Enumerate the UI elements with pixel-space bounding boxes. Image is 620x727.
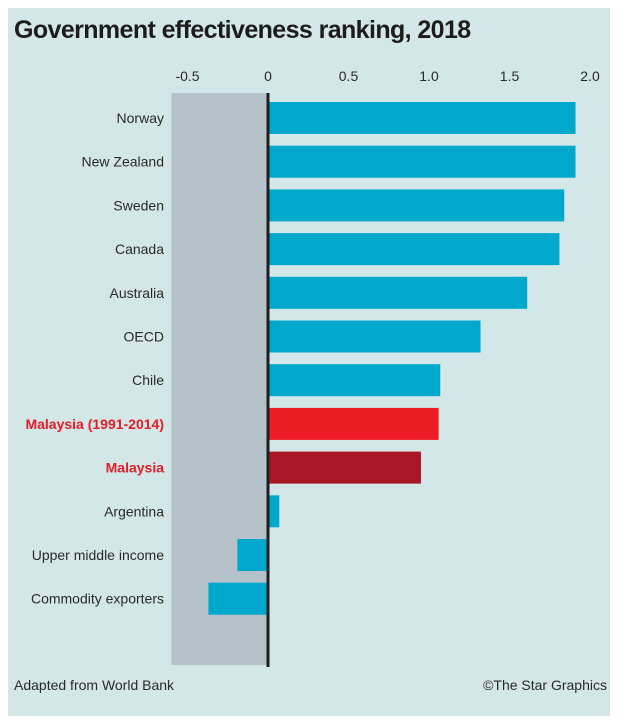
bar-sweden	[268, 189, 565, 222]
bar-chile	[268, 364, 441, 397]
bar-malaysia-1991-2014	[268, 407, 439, 440]
category-label: Malaysia	[106, 460, 165, 476]
bar-commodity-exporters	[208, 582, 268, 615]
category-label: Chile	[132, 372, 164, 388]
category-label: Australia	[110, 285, 165, 301]
bar-new-zealand	[268, 145, 576, 178]
bar-oecd	[268, 320, 481, 353]
x-tick-label: 1.0	[419, 68, 439, 84]
x-tick-label: 1.5	[500, 68, 520, 84]
source-note: Adapted from World Bank	[14, 677, 175, 693]
chart-title: Government effectiveness ranking, 2018	[14, 16, 471, 44]
category-label: Malaysia (1991-2014)	[25, 416, 164, 432]
category-label: Argentina	[104, 503, 164, 519]
zero-axis-line	[266, 93, 270, 667]
negative-region	[171, 93, 268, 665]
category-label: Canada	[115, 241, 164, 257]
category-label: Sweden	[113, 197, 164, 213]
credit-note: ©The Star Graphics	[483, 677, 607, 693]
x-tick-label: 2.0	[580, 68, 600, 84]
category-label: New Zealand	[82, 154, 165, 170]
bar-argentina	[268, 495, 280, 528]
category-label: Upper middle income	[32, 547, 164, 563]
bar-malaysia	[268, 451, 421, 484]
x-tick-label: 0	[264, 68, 272, 84]
bar-australia	[268, 276, 528, 309]
x-tick-label: -0.5	[175, 68, 199, 84]
category-label: OECD	[124, 329, 164, 345]
bar-canada	[268, 233, 560, 266]
bar-norway	[268, 102, 576, 134]
category-label: Commodity exporters	[31, 591, 164, 607]
bar-upper-middle-income	[237, 539, 268, 571]
category-label: Norway	[117, 110, 164, 126]
x-tick-label: 0.5	[339, 68, 359, 84]
